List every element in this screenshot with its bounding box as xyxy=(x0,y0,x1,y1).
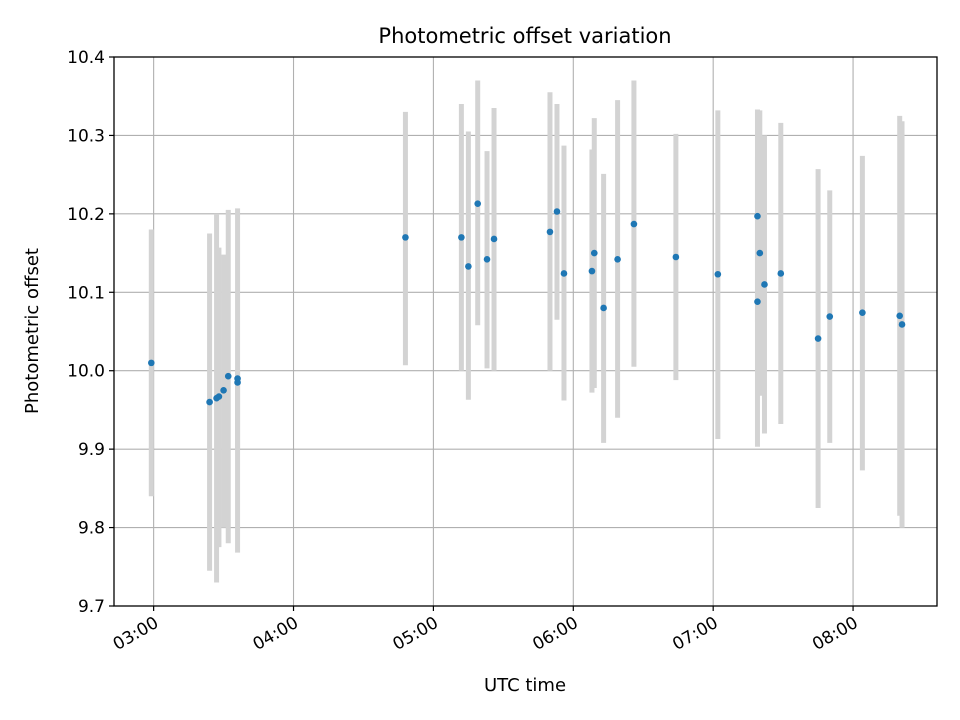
data-point xyxy=(614,256,621,263)
data-point xyxy=(402,234,409,241)
data-point xyxy=(483,256,491,263)
data-point xyxy=(560,270,568,277)
y-tick-label: 9.7 xyxy=(78,597,105,617)
data-point xyxy=(148,359,155,367)
data-point xyxy=(234,379,241,386)
data-point xyxy=(814,335,822,342)
chart-title: Photometric offset variation xyxy=(378,24,671,48)
data-point xyxy=(754,212,761,220)
y-tick-label: 10.4 xyxy=(67,48,105,68)
y-tick-label: 10.0 xyxy=(67,362,105,382)
y-tick-label: 9.9 xyxy=(78,440,105,460)
data-point xyxy=(474,200,482,207)
data-point xyxy=(714,270,722,278)
data-point xyxy=(588,267,596,275)
data-point xyxy=(754,298,761,305)
data-point xyxy=(826,313,834,320)
data-point xyxy=(220,387,227,394)
point-layer xyxy=(148,200,906,406)
data-point xyxy=(672,253,680,261)
data-point xyxy=(600,304,607,312)
y-tick-label: 9.8 xyxy=(78,519,105,539)
data-point xyxy=(859,309,866,316)
data-point xyxy=(896,312,903,320)
data-point xyxy=(898,321,906,328)
y-tick-label: 10.2 xyxy=(67,205,105,225)
data-point xyxy=(590,249,598,257)
data-point xyxy=(206,398,213,406)
data-point xyxy=(553,208,561,215)
data-point xyxy=(777,270,785,277)
data-point xyxy=(465,263,472,270)
y-axis: 9.7 9.8 9.9 10.0 10.1 10.2 10.3 10.4 xyxy=(67,48,114,617)
data-point xyxy=(546,228,554,236)
x-axis-title: UTC time xyxy=(484,675,566,696)
data-point xyxy=(756,249,764,257)
data-point xyxy=(490,235,498,243)
data-point xyxy=(458,234,465,241)
y-tick-label: 10.3 xyxy=(67,126,105,146)
y-axis-title: Photometric offset xyxy=(22,248,43,414)
data-point xyxy=(761,281,768,288)
y-tick-label: 10.1 xyxy=(67,283,105,303)
data-point xyxy=(224,372,232,380)
data-point xyxy=(215,393,223,400)
plot-frame xyxy=(113,56,938,607)
data-point xyxy=(630,220,638,228)
